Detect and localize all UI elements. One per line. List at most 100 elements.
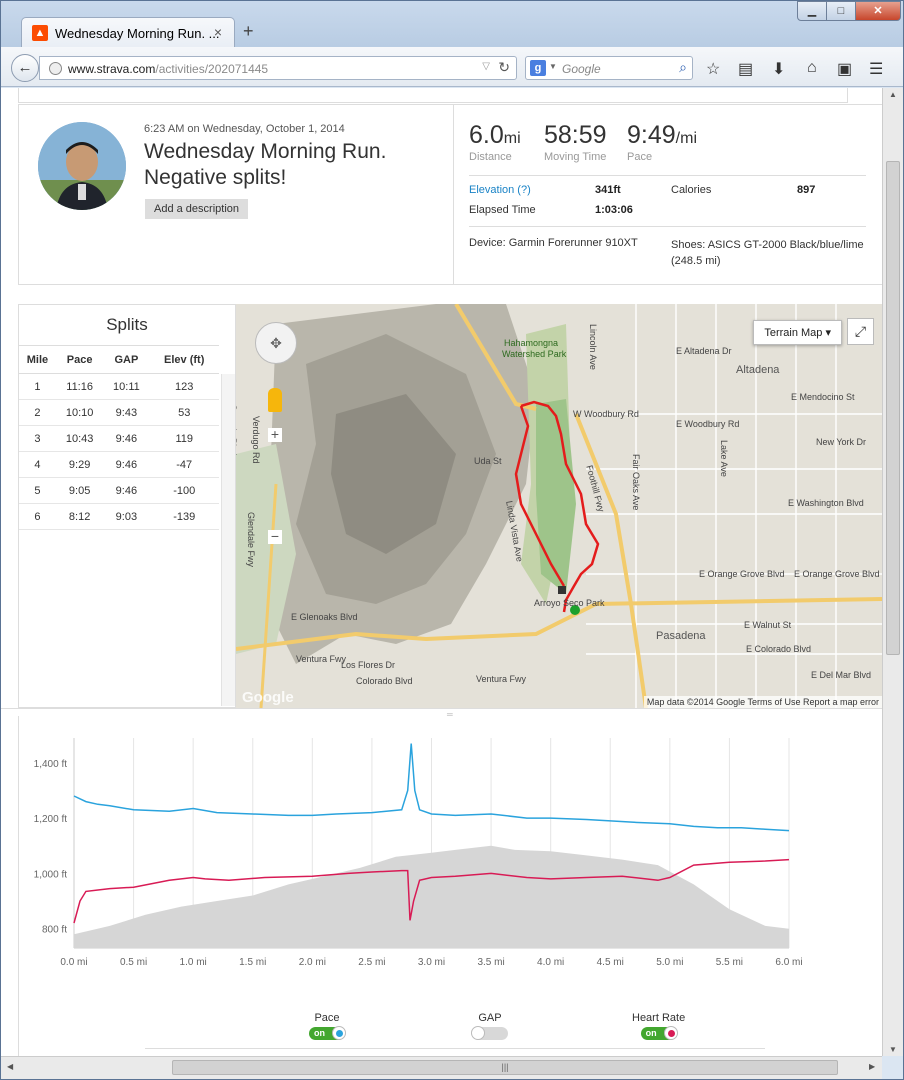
scroll-left-icon[interactable]: ◀ bbox=[7, 1062, 14, 1071]
x-tick-label: 1.5 mi bbox=[239, 957, 266, 968]
gap-toggle[interactable]: GAP bbox=[471, 1012, 508, 1043]
split-elev: 53 bbox=[149, 399, 219, 426]
shoes-info[interactable]: Shoes: ASICS GT-2000 Black/blue/lime (24… bbox=[671, 239, 864, 267]
elapsed-time-label: Elapsed Time bbox=[469, 204, 536, 216]
split-gap: 9:46 bbox=[103, 451, 150, 478]
splits-title: Splits bbox=[106, 315, 148, 334]
map-attribution[interactable]: Map data ©2014 Google Terms of Use Repor… bbox=[643, 696, 882, 708]
zoom-out-button[interactable]: − bbox=[268, 529, 282, 544]
map-pan-control[interactable]: ✥ bbox=[255, 322, 297, 364]
url-dropdown-icon[interactable]: ▽ bbox=[482, 61, 490, 72]
split-row[interactable]: 2 10:10 9:43 53 bbox=[19, 399, 219, 426]
x-tick-label: 2.5 mi bbox=[358, 957, 385, 968]
split-elev: -139 bbox=[149, 503, 219, 530]
splits-table: Mile Pace GAP Elev (ft) 1 11:16 10:11 123 2 1… bbox=[19, 345, 219, 530]
scroll-up-icon[interactable]: ▲ bbox=[889, 90, 897, 99]
x-tick-label: 5.5 mi bbox=[716, 957, 743, 968]
col-pace: Pace bbox=[55, 345, 104, 374]
fullscreen-icon[interactable]: ⤢ bbox=[847, 318, 874, 345]
elevation-chart[interactable]: 0.0 mi 0.5 mi 1.0 mi 1.5 mi 2.0 mi 2.5 mi 3.0 … bbox=[19, 716, 882, 986]
url-bar[interactable]: www.strava.com/activities/202071445 ▽ ↻ bbox=[39, 56, 517, 80]
split-elev: -47 bbox=[149, 451, 219, 478]
split-pace: 9:29 bbox=[55, 451, 104, 478]
bottom-divider bbox=[145, 1048, 765, 1049]
minimize-button[interactable]: ▁ bbox=[797, 1, 827, 21]
maximize-button[interactable]: □ bbox=[826, 1, 856, 21]
vertical-scroll-thumb[interactable] bbox=[886, 161, 900, 655]
close-tab-icon[interactable]: × bbox=[213, 24, 222, 40]
header-divider bbox=[453, 105, 454, 284]
horizontal-scrollbar[interactable]: ◀ ||| ▶ bbox=[1, 1056, 882, 1079]
search-bar[interactable]: g ▼ Google ⌕ bbox=[525, 56, 693, 80]
map-label: E Walnut St bbox=[744, 620, 792, 630]
splits-scrollbar[interactable] bbox=[221, 374, 235, 706]
col-gap: GAP bbox=[103, 345, 150, 374]
bookmark-star-icon[interactable]: ☆ bbox=[706, 61, 721, 78]
url-path: /activities/202071445 bbox=[155, 62, 269, 76]
split-mile: 3 bbox=[19, 425, 56, 452]
map-label: Lincoln Ave bbox=[588, 324, 598, 370]
avatar-photo bbox=[38, 122, 126, 210]
scroll-down-icon[interactable]: ▼ bbox=[889, 1045, 897, 1054]
gap-switch[interactable] bbox=[471, 1026, 508, 1040]
home-icon[interactable]: ⌂ bbox=[807, 59, 817, 76]
elevation-help-link[interactable]: Elevation (?) bbox=[469, 184, 531, 196]
split-elev: -100 bbox=[149, 477, 219, 504]
map-type-label: Terrain Map bbox=[764, 327, 823, 339]
close-window-button[interactable]: ✕ bbox=[855, 1, 901, 21]
y-tick-label: 1,000 ft bbox=[34, 869, 68, 880]
split-row[interactable]: 1 11:16 10:11 123 bbox=[19, 373, 219, 400]
heart-rate-toggle-label: Heart Rate bbox=[632, 1012, 686, 1024]
elapsed-time-value: 1:03:06 bbox=[595, 204, 633, 216]
navigation-bar: ← www.strava.com/activities/202071445 ▽ … bbox=[1, 47, 903, 87]
split-row[interactable]: 4 9:29 9:46 -47 bbox=[19, 451, 219, 478]
new-tab-button[interactable]: + bbox=[243, 21, 254, 41]
x-tick-label: 3.0 mi bbox=[418, 957, 445, 968]
athlete-avatar[interactable] bbox=[38, 122, 126, 210]
stat-value: 58:59 bbox=[544, 121, 607, 149]
pace-switch[interactable]: on bbox=[309, 1026, 346, 1040]
street-view-pegman-icon[interactable] bbox=[268, 388, 282, 412]
x-tick-label: 0.5 mi bbox=[120, 957, 147, 968]
heart-rate-switch[interactable]: on bbox=[640, 1026, 678, 1040]
map-label: Arroyo Seco Park bbox=[534, 598, 605, 608]
pace-toggle[interactable]: Pace on bbox=[309, 1012, 346, 1043]
screenshot-icon[interactable]: ▣ bbox=[837, 61, 853, 78]
google-engine-icon[interactable]: g bbox=[530, 60, 546, 76]
hr-color-dot bbox=[667, 1030, 675, 1037]
resize-grip[interactable]: ═ bbox=[1, 708, 882, 719]
engine-dropdown-icon[interactable]: ▼ bbox=[549, 62, 557, 71]
x-tick-label: 3.5 mi bbox=[477, 957, 504, 968]
map-type-button[interactable]: Terrain Map ▾ bbox=[753, 320, 842, 345]
pace-toggle-label: Pace bbox=[314, 1012, 340, 1024]
stat-distance: 6.0mi Distance bbox=[469, 121, 521, 163]
vertical-scrollbar[interactable]: ▲ ▼ bbox=[882, 88, 903, 1056]
back-button[interactable]: ← bbox=[11, 54, 39, 82]
split-mile: 5 bbox=[19, 477, 56, 504]
switch-knob bbox=[332, 1026, 346, 1040]
map-label: Ventura Fwy bbox=[476, 674, 527, 684]
menu-icon[interactable]: ☰ bbox=[869, 61, 884, 78]
scroll-right-icon[interactable]: ▶ bbox=[869, 1062, 876, 1071]
route-map[interactable]: Hahamongna Watershed Park Altadena Pasadena… bbox=[236, 304, 882, 708]
download-icon[interactable]: ⬇ bbox=[772, 61, 786, 78]
y-tick-label: 1,200 ft bbox=[34, 814, 68, 825]
add-description-button[interactable]: Add a description bbox=[145, 199, 248, 219]
split-row[interactable]: 6 8:12 9:03 -139 bbox=[19, 503, 219, 530]
google-logo: Google bbox=[242, 689, 294, 706]
horizontal-scroll-thumb[interactable]: ||| bbox=[172, 1060, 838, 1075]
map-label: Pasadena bbox=[656, 630, 706, 642]
url-text[interactable]: www.strava.com/activities/202071445 bbox=[68, 62, 268, 76]
reload-icon[interactable]: ↻ bbox=[498, 59, 510, 75]
stat-moving-time: 58:59 Moving Time bbox=[544, 121, 607, 163]
url-host: www.strava.com bbox=[68, 62, 156, 76]
stats-divider bbox=[469, 175, 866, 176]
heart-rate-toggle[interactable]: Heart Rate on bbox=[632, 1012, 685, 1043]
map-label: Glendale Fwy bbox=[246, 512, 256, 568]
split-row[interactable]: 5 9:05 9:46 -100 bbox=[19, 477, 219, 504]
split-row[interactable]: 3 10:43 9:46 119 bbox=[19, 425, 219, 452]
bookmarks-list-icon[interactable]: ▤ bbox=[738, 61, 754, 78]
zoom-in-button[interactable]: + bbox=[268, 427, 282, 442]
browser-tab[interactable]: ▲ Wednesday Morning Run. ... × bbox=[21, 17, 235, 47]
search-icon[interactable]: ⌕ bbox=[679, 59, 687, 75]
